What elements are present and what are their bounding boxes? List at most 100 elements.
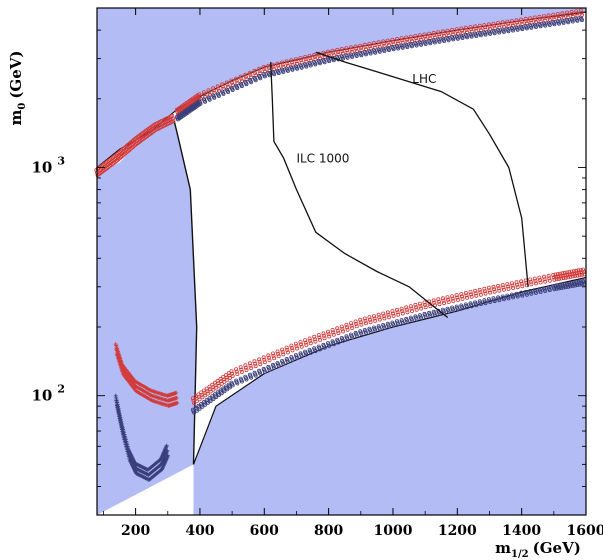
red-band-upper-point [565,10,570,15]
red-band-upper-point [427,31,432,36]
red-band-lower-point [253,361,258,366]
blue-band-upper-point [290,67,295,72]
red-band-lower-point [487,288,492,293]
red-band-upper-point [395,39,400,44]
red-band-lower-point [419,306,424,311]
red-band-lower-point [496,283,501,288]
red-band-lower-point [572,271,577,276]
red-band-upper-point [303,55,308,60]
blue-band-lower-point [192,410,197,415]
red-band-lower-point [408,304,413,309]
red-band-lower-point [563,275,568,280]
red-band-upper-point [340,49,345,54]
red-band-lower-point [243,365,248,370]
blue-band-lower-point [313,349,318,354]
red-band-lower-point [554,277,559,282]
blue-band-lower-point [345,337,350,342]
blue-band-lower-point [327,343,332,348]
red-band-upper-point [542,16,547,21]
series-ilc-1000 [270,61,449,319]
y-axis-label-unit: (GeV) [7,50,25,98]
blue-band-upper-point [262,74,267,79]
blue-band-upper-point [437,39,442,44]
red-band-upper-point [436,32,441,37]
blue-band-lower-point [200,404,205,409]
red-band-lower-point [556,274,561,279]
red-band-lower-point [299,342,304,347]
red-band-lower-point [534,281,539,286]
red-band-lower-point [567,270,572,275]
blue-band-upper-point [272,72,277,77]
blue-band-upper-point [474,34,479,39]
red-band-lower-point [331,330,336,335]
red-band-lower-point [276,354,281,359]
blue-band-lower-point [299,354,304,359]
blue-band-upper-point [317,61,322,66]
red-band-upper-point [294,59,299,64]
red-band-lower-point [414,307,419,312]
red-band-lower-point [192,401,197,406]
blue-band-upper-point [345,55,350,60]
red-band-lower-point [349,323,354,328]
red-band-lower-point [358,320,363,325]
blue-band-lower-point [267,367,272,372]
red-band-lower-point [404,305,409,310]
blue-band-upper-point [446,38,451,43]
red-band-lower-point [509,281,514,286]
red-band-lower-point [553,272,558,277]
blue-band-lower-point [382,325,387,330]
red-band-upper-point [569,9,574,14]
blue-band-lower-point [262,369,267,374]
blue-band-upper-point [575,18,580,23]
red-band-upper-point [325,49,330,54]
blue-band-upper-point [465,35,470,40]
blue-band-lower-point [428,313,433,318]
red-band-upper-point [225,82,230,87]
blue-band-upper-point [382,49,387,54]
red-band-lower-point [579,270,584,275]
red-band-upper-point [381,41,386,46]
red-band-lower-point [327,334,332,339]
boundary-upper [96,11,587,168]
red-band-upper-point [409,36,414,41]
red-band-upper-point [440,29,445,34]
red-band-lower-point [465,295,470,300]
red-band-lower-point [340,329,345,334]
red-band-lower-point [501,285,506,290]
blue-band-upper-point [538,24,543,29]
red-band-upper-point [505,21,510,26]
red-band-upper-point [238,74,243,79]
blue-band-upper-point [350,54,355,59]
red-band-lower-point [197,397,202,402]
red-band-upper-point [551,14,556,19]
red-band-upper-point [211,86,216,91]
red-band-upper-point [197,92,202,97]
blue-band-upper-point [543,23,548,28]
blue-band-low-mass-point [119,419,124,424]
red-band-lower-point [390,311,395,316]
red-band-lower-point [567,272,572,277]
blue-band-lower-point [377,327,382,332]
red-band-upper-point [207,90,212,95]
red-band-upper-point [408,34,413,39]
blue-band-lower-point [304,352,309,357]
red-band-lower-point [331,332,336,337]
red-band-lower-point [506,286,511,291]
red-band-lower-point [532,276,537,281]
red-band-lower-point [371,314,376,319]
red-band-upper-point [523,16,528,21]
blue-band-upper-point [442,39,447,44]
chart-marks [94,8,587,482]
red-band-lower-point [445,295,450,300]
red-band-left-point [170,116,175,121]
blue-band-lower-point [194,408,199,413]
red-band-lower-point [510,283,515,288]
red-band-lower-point [558,271,563,276]
red-band-upper-point [413,34,418,39]
plot-area [97,8,586,516]
red-band-lower-point [519,279,524,284]
red-band-lower-point [464,293,469,298]
red-band-lower-point [477,287,482,292]
blue-band-low-mass-point [115,400,120,405]
red-band-lower-point [478,290,483,295]
